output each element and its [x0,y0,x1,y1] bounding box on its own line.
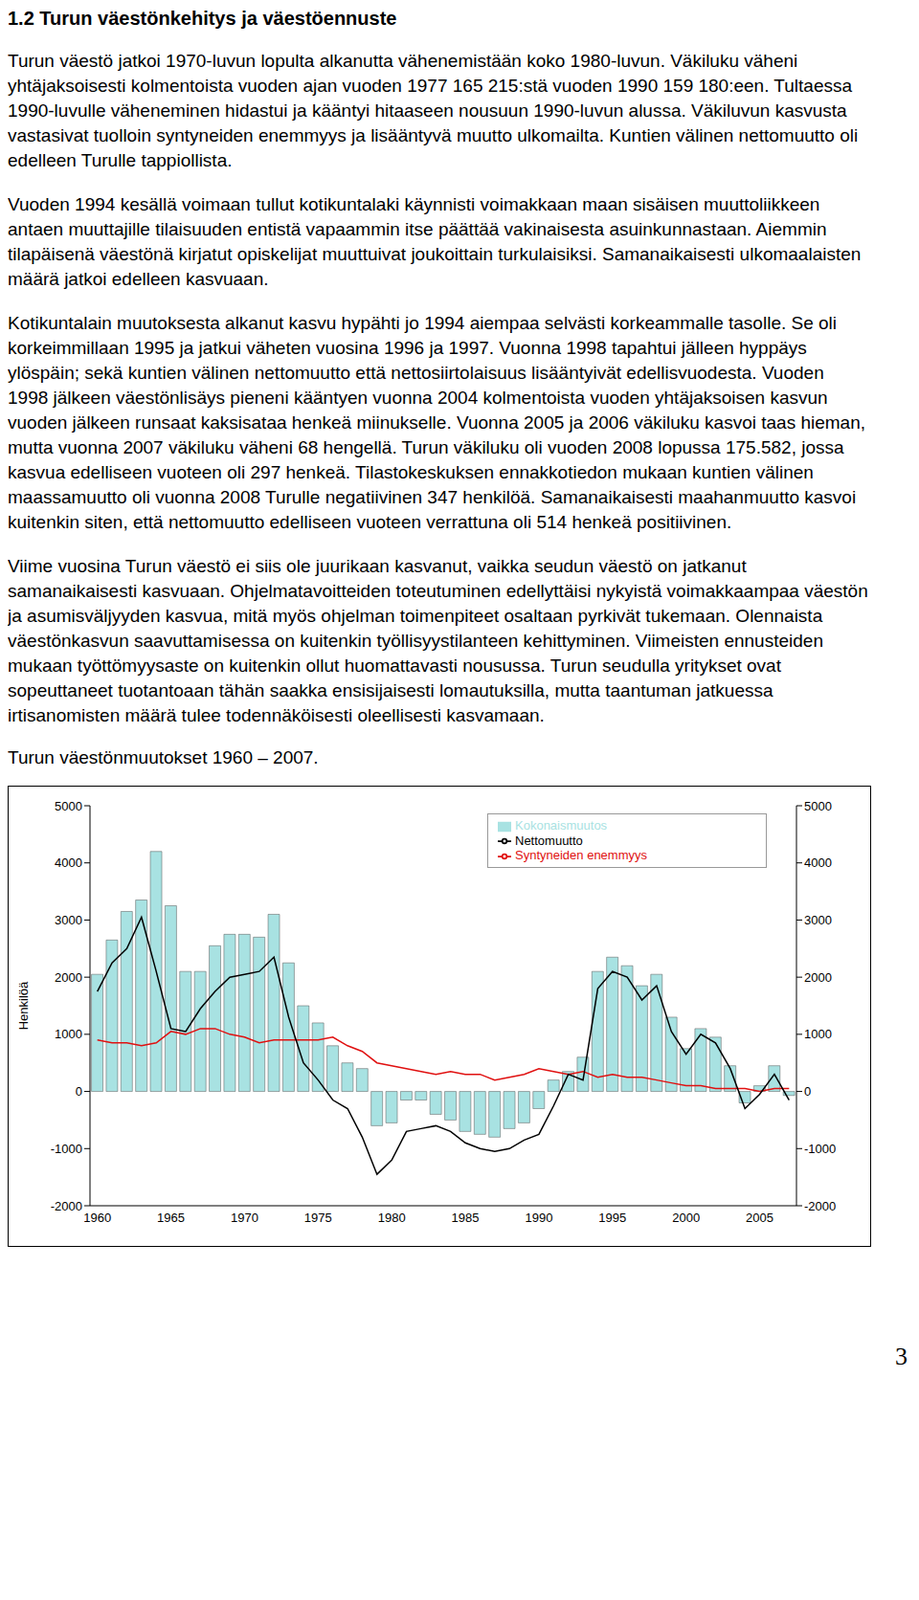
svg-text:-2000: -2000 [50,1199,83,1214]
html-text:Kotikuntalain muutoksesta alka: Kotikuntalain muutoksesta alkanut kasvu … [7,313,866,533]
svg-text:Henkilöä: Henkilöä [16,981,31,1031]
html-text:Kokonaismuutos: Kokonaismuutos [515,818,608,833]
svg-text:1985: 1985 [451,1210,480,1226]
svg-text:4000: 4000 [54,855,83,871]
svg-text:2000: 2000 [672,1210,700,1226]
svg-text:1000: 1000 [804,1027,832,1042]
svg-text:5000: 5000 [54,799,83,814]
svg-text:-2000: -2000 [804,1199,836,1214]
html-text:3: 3 [895,1343,908,1371]
svg-text:1980: 1980 [378,1210,406,1226]
html-text:Vuoden 1994 kesällä voimaan tu: Vuoden 1994 kesällä voimaan tullut kotik… [7,194,861,290]
html-text:1.2 Turun väestönkehitys ja vä: 1.2 Turun väestönkehitys ja väestöennust… [7,7,397,29]
svg-text:0: 0 [75,1084,83,1099]
html-text:Turun väestönmuutokset 1960 –: Turun väestönmuutokset 1960 – 2007. [7,747,319,768]
svg-text:-1000: -1000 [50,1142,83,1157]
svg-text:2000: 2000 [54,970,83,986]
svg-text:2005: 2005 [745,1210,774,1226]
svg-text:1975: 1975 [304,1210,333,1226]
svg-text:3000: 3000 [804,913,832,928]
html-text:Syntyneiden enemmyys: Syntyneiden enemmyys [515,848,648,863]
svg-text:5000: 5000 [804,799,832,814]
svg-text:1000: 1000 [54,1027,83,1042]
svg-text:-1000: -1000 [804,1142,836,1157]
svg-text:1965: 1965 [156,1210,185,1226]
html-text:Viime vuosina Turun väestö ei: Viime vuosina Turun väestö ei siis ole j… [7,556,869,726]
html-text:Nettomuutto: Nettomuutto [515,833,583,848]
html-text:Turun väestö jatkoi 1970-luvun: Turun väestö jatkoi 1970-luvun lopulta a… [7,50,858,171]
svg-text:1970: 1970 [230,1210,259,1226]
svg-text:1995: 1995 [598,1210,627,1226]
svg-text:4000: 4000 [804,855,832,871]
svg-text:3000: 3000 [54,913,83,928]
svg-text:1960: 1960 [83,1210,112,1226]
svg-text:0: 0 [804,1084,811,1099]
svg-text:2000: 2000 [804,970,832,986]
svg-text:1990: 1990 [524,1210,553,1226]
